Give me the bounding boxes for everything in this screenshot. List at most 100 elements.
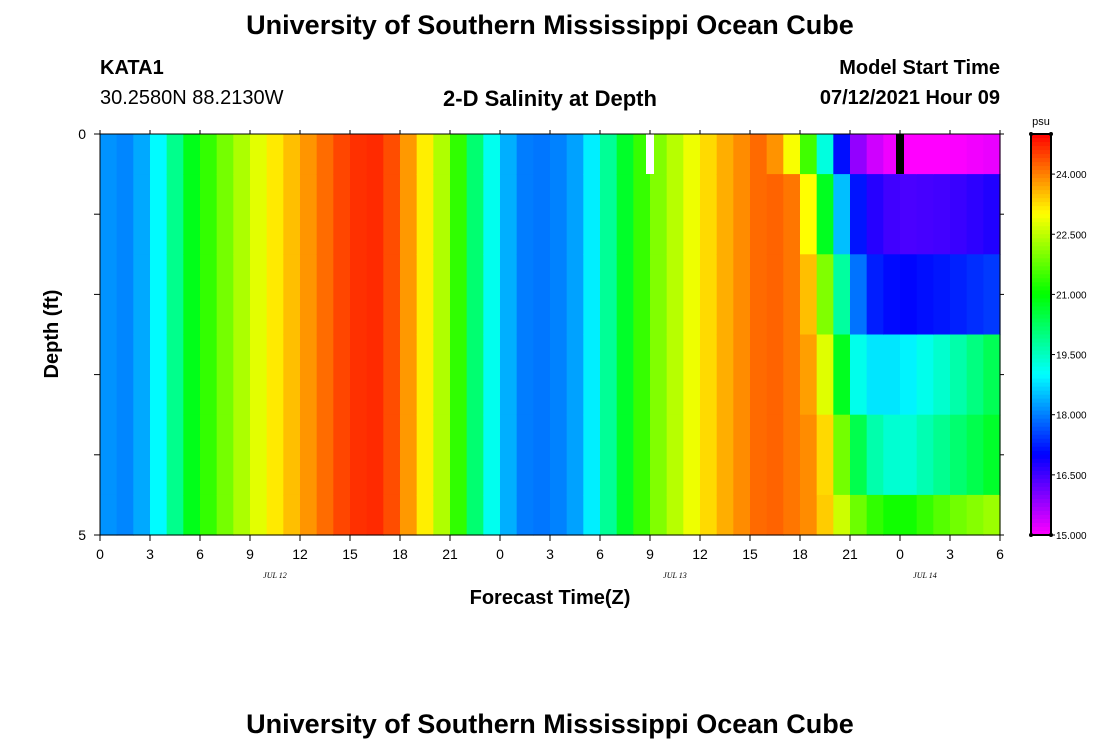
heatmap-cell <box>450 254 468 336</box>
x-tick-label: 15 <box>742 546 758 562</box>
chart-title-bottom: University of Southern Mississippi Ocean… <box>246 709 854 739</box>
heatmap-cell <box>383 174 401 255</box>
colorbar-segment <box>1031 254 1051 259</box>
heatmap-cell <box>133 174 151 255</box>
heatmap-cell <box>900 494 918 536</box>
heatmap-cell <box>400 134 418 175</box>
colorbar-segment <box>1031 158 1051 163</box>
heatmap-cell <box>600 334 618 416</box>
heatmap-cell <box>400 334 418 416</box>
colorbar-segment <box>1031 394 1051 400</box>
heatmap-cell <box>683 254 701 336</box>
heatmap-cell <box>366 334 384 416</box>
colorbar-segment <box>1031 154 1051 159</box>
heatmap-cell <box>233 254 251 336</box>
heatmap-cell <box>666 494 684 536</box>
heatmap-cell <box>500 334 518 416</box>
heatmap-cell <box>433 334 451 416</box>
heatmap-cell <box>733 414 751 496</box>
x-axis-ticks: 0 3 6 9 12 15 18 21 0 3 6 9 12 15 18 21 0 3 6 JUL 12 JUL 13 J… <box>96 130 1004 580</box>
colorbar-segment <box>1031 510 1051 516</box>
colorbar-segment <box>1031 310 1051 316</box>
heatmap-cell <box>150 134 168 175</box>
heatmap-cell <box>800 494 818 536</box>
colorbar-corner <box>1049 132 1053 136</box>
heatmap-cell <box>983 134 1001 175</box>
heatmap-cell <box>550 414 568 496</box>
date-label: JUL 13 <box>663 571 687 580</box>
heatmap-cell <box>883 174 901 255</box>
heatmap-cell <box>350 334 368 416</box>
colorbar-segment <box>1031 462 1051 468</box>
heatmap-cell <box>650 134 668 175</box>
heatmap-cell <box>500 254 518 336</box>
colorbar-corner <box>1029 533 1033 537</box>
colorbar-segment <box>1031 450 1051 456</box>
heatmap-cell <box>383 254 401 336</box>
heatmap-cell <box>583 334 601 416</box>
heatmap-cell <box>783 494 801 536</box>
heatmap-cell <box>800 134 818 175</box>
heatmap-cell <box>966 414 984 496</box>
heatmap-cell <box>383 334 401 416</box>
heatmap-cell <box>500 414 518 496</box>
heatmap-cell <box>300 174 318 255</box>
heatmap-cell <box>150 334 168 416</box>
colorbar-tick-label: 19.500 <box>1056 351 1087 362</box>
x-tick-label: 3 <box>146 546 154 562</box>
model-start-label: Model Start Time <box>839 57 1000 79</box>
heatmap-cell <box>816 134 834 175</box>
heatmap-cell <box>266 414 284 496</box>
x-tick-label: 9 <box>246 546 254 562</box>
heatmap-cell <box>783 134 801 175</box>
chart-subtitle: 2-D Salinity at Depth <box>443 86 657 111</box>
x-axis-label: Forecast Time(Z) <box>470 587 631 609</box>
colorbar-segment <box>1031 294 1051 300</box>
heatmap-cell <box>516 134 534 175</box>
heatmap-cell <box>116 494 134 536</box>
colorbar-frame <box>1030 133 1052 536</box>
heatmap-cell <box>916 254 934 336</box>
heatmap-cell <box>966 254 984 336</box>
colorbar-segment <box>1031 410 1051 416</box>
heatmap-cell <box>250 134 268 175</box>
colorbar-tick-label: 24.000 <box>1056 170 1087 181</box>
heatmap-cell <box>983 414 1001 496</box>
heatmap-cell <box>366 494 384 536</box>
x-tick-label: 3 <box>946 546 954 562</box>
heatmap-cell <box>383 494 401 536</box>
heatmap-cell <box>233 174 251 255</box>
heatmap-cell <box>233 134 251 175</box>
heatmap-cell <box>116 334 134 416</box>
colorbar-segment <box>1031 282 1051 287</box>
heatmap-cell <box>366 134 384 175</box>
heatmap-cell <box>633 334 651 416</box>
heatmap-cell <box>833 334 851 416</box>
heatmap-cell <box>300 494 318 536</box>
heatmap-cell <box>516 414 534 496</box>
heatmap-cell <box>850 414 868 496</box>
colorbar-segment <box>1031 226 1051 231</box>
heatmap-cell <box>766 414 784 496</box>
colorbar-segment <box>1031 302 1051 308</box>
colorbar-segment <box>1031 454 1051 460</box>
heatmap-cell <box>166 494 184 536</box>
heatmap-cell <box>533 494 551 536</box>
heatmap-cell <box>783 174 801 255</box>
heatmap-cell <box>400 254 418 336</box>
colorbar-segment <box>1031 250 1051 255</box>
heatmap-cell <box>300 414 318 496</box>
heatmap-cell <box>250 174 268 255</box>
heatmap-cell <box>333 174 351 255</box>
heatmap-cell <box>616 334 634 416</box>
heatmap-cell <box>783 334 801 416</box>
colorbar-segment <box>1031 322 1051 328</box>
heatmap-cell <box>816 414 834 496</box>
x-tick-label: 0 <box>96 546 104 562</box>
heatmap-cell <box>916 494 934 536</box>
heatmap-cell <box>700 134 718 175</box>
heatmap-cell <box>833 254 851 336</box>
colorbar-segment <box>1031 458 1051 464</box>
colorbar-segment <box>1031 186 1051 191</box>
heatmap-cell <box>266 174 284 255</box>
